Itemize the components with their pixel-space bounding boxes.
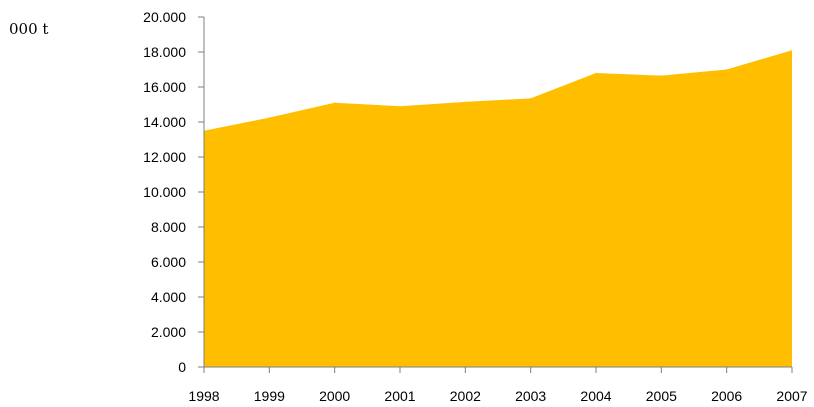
data-point-2007 <box>791 49 793 51</box>
data-point-2005 <box>660 75 662 77</box>
data-point-2000 <box>334 102 336 104</box>
y-unit-label: 000 t <box>9 20 49 38</box>
y-tick-label: 16.000 <box>143 79 186 95</box>
y-tick-label: 8.000 <box>151 219 186 235</box>
x-tick-label: 2001 <box>384 388 415 404</box>
x-tick-label: 1998 <box>188 388 219 404</box>
data-point-1999 <box>268 117 270 119</box>
area-series <box>204 50 792 367</box>
y-tick-label: 14.000 <box>143 114 186 130</box>
y-tick-label: 12.000 <box>143 149 186 165</box>
data-point-2002 <box>464 101 466 103</box>
data-point-2004 <box>595 72 597 74</box>
y-tick-label: 10.000 <box>143 184 186 200</box>
x-tick-label: 2007 <box>776 388 807 404</box>
x-tick-label: 1999 <box>254 388 285 404</box>
x-tick-label: 2000 <box>319 388 350 404</box>
x-tick-label: 2006 <box>711 388 742 404</box>
y-tick-label: 2.000 <box>151 324 186 340</box>
data-point-2001 <box>399 105 401 107</box>
y-tick-label: 4.000 <box>151 289 186 305</box>
x-tick-label: 2004 <box>580 388 611 404</box>
x-tick-label: 2002 <box>450 388 481 404</box>
y-tick-label: 20.000 <box>143 9 186 25</box>
y-tick-label: 6.000 <box>151 254 186 270</box>
data-point-2006 <box>726 69 728 70</box>
y-tick-label: 0 <box>178 359 186 375</box>
x-tick-label: 2005 <box>646 388 677 404</box>
y-tick-label: 18.000 <box>143 44 186 60</box>
data-point-2003 <box>530 97 532 99</box>
x-tick-label: 2003 <box>515 388 546 404</box>
